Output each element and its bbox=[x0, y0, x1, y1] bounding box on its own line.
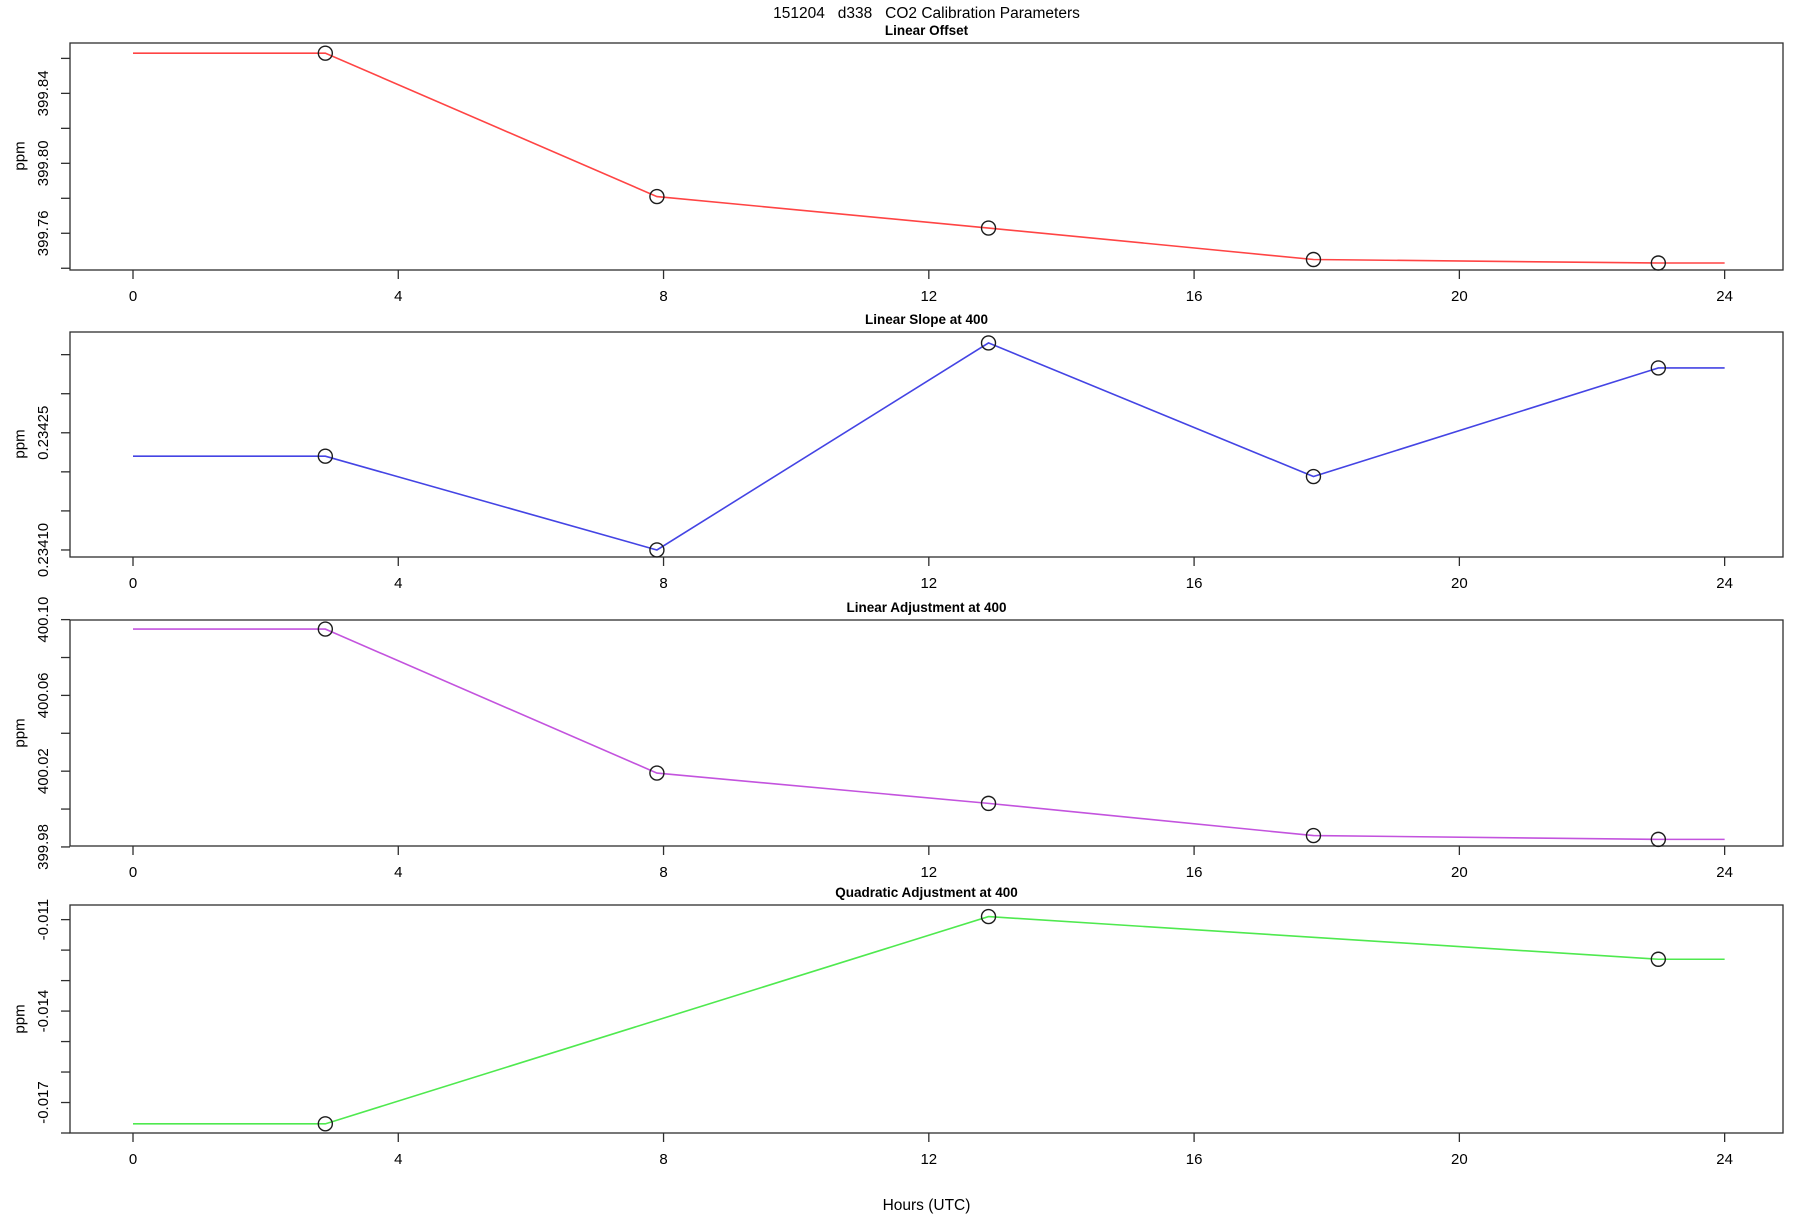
panel-title-quadratic-adjustment: Quadratic Adjustment at 400 bbox=[835, 885, 1018, 900]
y-tick-label: 0.23425 bbox=[35, 406, 52, 460]
data-line bbox=[133, 628, 1725, 841]
data-point-marker bbox=[317, 448, 334, 464]
x-tick-label: 24 bbox=[1716, 1151, 1733, 1168]
data-point-marker bbox=[649, 542, 665, 558]
data-point-marker bbox=[649, 188, 665, 205]
x-tick-label: 12 bbox=[920, 864, 937, 881]
y-tick-label: 400.06 bbox=[35, 672, 52, 718]
y-tick-label: 399.80 bbox=[35, 140, 52, 186]
y-axis-label-ppm-2: ppm bbox=[11, 429, 29, 459]
x-tick-label: 0 bbox=[129, 864, 137, 881]
panel-title-linear-slope: Linear Slope at 400 bbox=[864, 312, 989, 327]
y-tick-label: 399.98 bbox=[35, 824, 52, 870]
x-tick-label: 0 bbox=[129, 575, 137, 592]
x-tick-label: 24 bbox=[1716, 288, 1733, 305]
data-line bbox=[133, 342, 1725, 551]
page-title: 151204 d338 CO2 Calibration Parameters bbox=[773, 5, 1080, 22]
x-tick-label: 20 bbox=[1451, 1151, 1468, 1168]
plot-frame bbox=[69, 904, 1784, 1134]
data-point-marker bbox=[980, 335, 997, 351]
data-line bbox=[133, 915, 1725, 1125]
panel-quadratic-adjustment-at-400: 0 4 8 12 16 20 24 -0.017 -0.014 -0.011 bbox=[35, 899, 1784, 1168]
x-tick-label: 4 bbox=[394, 575, 402, 592]
plot-frame bbox=[69, 42, 1784, 271]
x-tick-label: 12 bbox=[920, 1151, 937, 1168]
y-axis-label-ppm-1: ppm bbox=[11, 141, 29, 171]
y-tick-label: -0.014 bbox=[35, 990, 52, 1033]
x-tick-label: 12 bbox=[920, 288, 937, 305]
y-tick-label: 400.02 bbox=[35, 748, 52, 794]
data-point-marker bbox=[317, 1116, 334, 1132]
data-point-marker bbox=[1650, 255, 1667, 271]
data-point-marker bbox=[317, 45, 334, 61]
y-tick-label: -0.011 bbox=[35, 899, 52, 940]
x-tick-label: 24 bbox=[1716, 575, 1733, 592]
panel-linear-offset: 0 4 8 12 16 20 24 399.76 399.80 399.84 bbox=[35, 42, 1784, 305]
panel-linear-adjustment-at-400: 0 4 8 12 16 20 24 399.98 400.02 400.06 400.10 bbox=[35, 597, 1784, 881]
data-point-marker bbox=[980, 795, 997, 812]
x-tick-label: 16 bbox=[1186, 288, 1203, 305]
x-tick-label: 24 bbox=[1716, 864, 1733, 881]
plot-frame bbox=[69, 619, 1784, 847]
x-tick-label: 0 bbox=[129, 1151, 137, 1168]
data-point-marker bbox=[1305, 251, 1322, 268]
data-point-marker bbox=[1650, 831, 1667, 848]
data-line bbox=[133, 52, 1725, 264]
x-tick-label: 16 bbox=[1186, 864, 1203, 881]
x-tick-label: 20 bbox=[1451, 288, 1468, 305]
panel-linear-slope-at-400: 0 4 8 12 16 20 24 0.23410 0.23425 bbox=[35, 331, 1784, 592]
data-point-marker bbox=[980, 908, 997, 925]
x-tick-label: 8 bbox=[659, 864, 667, 881]
data-point-marker bbox=[1650, 951, 1667, 967]
y-axis-label-ppm-3: ppm bbox=[11, 718, 29, 748]
data-point-marker bbox=[1305, 827, 1322, 844]
x-tick-label: 8 bbox=[659, 1151, 667, 1168]
x-tick-label: 0 bbox=[129, 288, 137, 305]
x-tick-label: 12 bbox=[920, 575, 937, 592]
y-tick-label: 0.23410 bbox=[35, 523, 52, 577]
data-point-marker bbox=[980, 220, 997, 236]
y-tick-label: 399.76 bbox=[35, 210, 52, 256]
x-tick-label: 8 bbox=[659, 288, 667, 305]
x-tick-label: 4 bbox=[394, 288, 402, 305]
x-tick-label: 16 bbox=[1186, 575, 1203, 592]
y-axis-label-ppm-4: ppm bbox=[11, 1004, 29, 1034]
x-tick-label: 8 bbox=[659, 575, 667, 592]
data-point-marker bbox=[649, 765, 665, 781]
x-tick-label: 4 bbox=[394, 1151, 402, 1168]
data-point-marker bbox=[317, 621, 334, 637]
x-tick-label: 4 bbox=[394, 864, 402, 881]
plot-frame bbox=[69, 331, 1784, 558]
panel-title-linear-offset: Linear Offset bbox=[884, 23, 969, 38]
panel-title-linear-adjustment: Linear Adjustment at 400 bbox=[846, 600, 1007, 615]
data-point-marker bbox=[1650, 360, 1667, 376]
x-tick-label: 20 bbox=[1451, 575, 1468, 592]
x-tick-label: 16 bbox=[1186, 1151, 1203, 1168]
y-tick-label: -0.017 bbox=[35, 1081, 52, 1124]
x-tick-label: 20 bbox=[1451, 864, 1468, 881]
y-tick-label: 399.84 bbox=[35, 70, 52, 116]
y-tick-label: 400.10 bbox=[35, 597, 52, 643]
data-point-marker bbox=[1305, 468, 1322, 485]
